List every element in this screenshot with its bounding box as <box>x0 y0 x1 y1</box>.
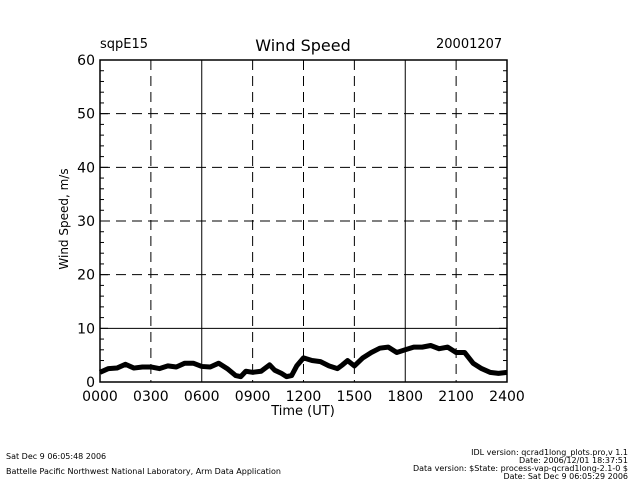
footer-idl-date: Date: 2006/12/01 18:37:51 <box>519 456 628 465</box>
x-tick-label: 0300 <box>133 389 169 405</box>
date-label: 20001207 <box>436 37 503 52</box>
y-tick-label: 0 <box>86 375 95 391</box>
y-tick-label: 10 <box>77 321 95 337</box>
wind-speed-line <box>98 343 508 380</box>
footer-data-date: Date: Sat Dec 9 06:05:29 2006 <box>503 472 628 481</box>
x-tick-label: 1500 <box>337 389 373 405</box>
footer-data-version: Data version: $State: process-vap-qcrad1… <box>412 464 628 473</box>
site-label: sqpE15 <box>100 37 149 52</box>
x-tick-label: 2100 <box>438 389 474 405</box>
footer-date: Sat Dec 9 06:05:48 2006 <box>6 452 107 461</box>
chart-title: Wind Speed <box>255 36 351 55</box>
x-tick-label: 2400 <box>489 389 525 405</box>
footer-org: Battelle Pacific Northwest National Labo… <box>6 467 281 476</box>
footer-idl-version: IDL version: qcrad1long_plots.pro,v 1.1 <box>471 448 628 457</box>
y-tick-label: 60 <box>77 53 95 69</box>
x-tick-label: 0900 <box>235 389 271 405</box>
x-tick-label: 0600 <box>184 389 220 405</box>
y-tick-label: 30 <box>77 214 95 230</box>
y-tick-label: 40 <box>77 160 95 176</box>
plot-frame <box>99 59 508 383</box>
y-tick-label: 20 <box>77 268 95 284</box>
x-tick-label: 0000 <box>82 389 118 405</box>
x-tick-label: 1200 <box>286 389 322 405</box>
y-tick-label: 50 <box>77 107 95 123</box>
x-tick-label: 1800 <box>387 389 423 405</box>
x-axis-label: Time (UT) <box>271 404 335 419</box>
